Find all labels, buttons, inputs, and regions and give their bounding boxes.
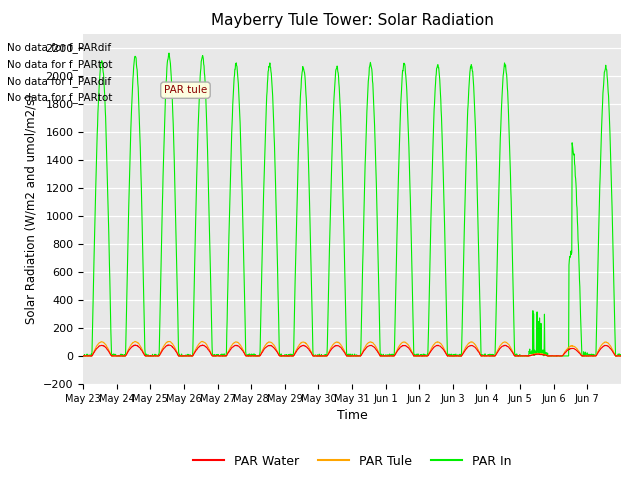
PAR In — [558, 353, 566, 359]
PAR Tule — [558, 353, 566, 359]
PAR Water — [611, 351, 618, 357]
PAR Tule — [339, 344, 346, 350]
PAR Water — [165, 342, 173, 348]
Legend: PAR Water, PAR Tule, PAR In: PAR Water, PAR Tule, PAR In — [188, 450, 516, 473]
PAR Tule — [199, 338, 207, 344]
PAR Water — [558, 353, 566, 359]
PAR In — [338, 159, 346, 165]
PAR In — [165, 50, 173, 56]
PAR Water — [479, 353, 487, 359]
PAR Water — [80, 353, 88, 359]
PAR In — [617, 352, 625, 358]
Title: Mayberry Tule Tower: Solar Radiation: Mayberry Tule Tower: Solar Radiation — [211, 13, 493, 28]
Text: No data for f_PARdif: No data for f_PARdif — [7, 76, 111, 86]
PAR Water — [328, 345, 336, 351]
PAR Tule — [479, 353, 487, 359]
Text: No data for f_PARtot: No data for f_PARtot — [7, 59, 112, 70]
Line: PAR In: PAR In — [83, 53, 621, 356]
PAR In — [479, 353, 486, 359]
PAR Tule — [611, 351, 618, 357]
PAR In — [163, 60, 171, 66]
PAR Water — [164, 342, 172, 348]
Text: No data for f_PARtot: No data for f_PARtot — [7, 92, 112, 103]
PAR Tule — [164, 339, 172, 345]
Line: PAR Tule: PAR Tule — [83, 341, 621, 356]
PAR Tule — [80, 353, 88, 359]
PAR Tule — [617, 353, 625, 359]
PAR Water — [339, 347, 346, 352]
PAR Water — [617, 353, 625, 359]
PAR In — [79, 353, 87, 359]
Y-axis label: Solar Radiation (W/m2 and umol/m2/s): Solar Radiation (W/m2 and umol/m2/s) — [24, 94, 37, 324]
Text: No data for f_PARdif: No data for f_PARdif — [7, 42, 111, 53]
PAR Tule — [328, 343, 336, 348]
Line: PAR Water: PAR Water — [83, 345, 621, 356]
X-axis label: Time: Time — [337, 409, 367, 422]
PAR Water — [79, 353, 87, 359]
PAR Tule — [79, 353, 87, 359]
PAR In — [611, 292, 618, 298]
PAR In — [328, 155, 336, 161]
Text: PAR tule: PAR tule — [164, 85, 207, 95]
